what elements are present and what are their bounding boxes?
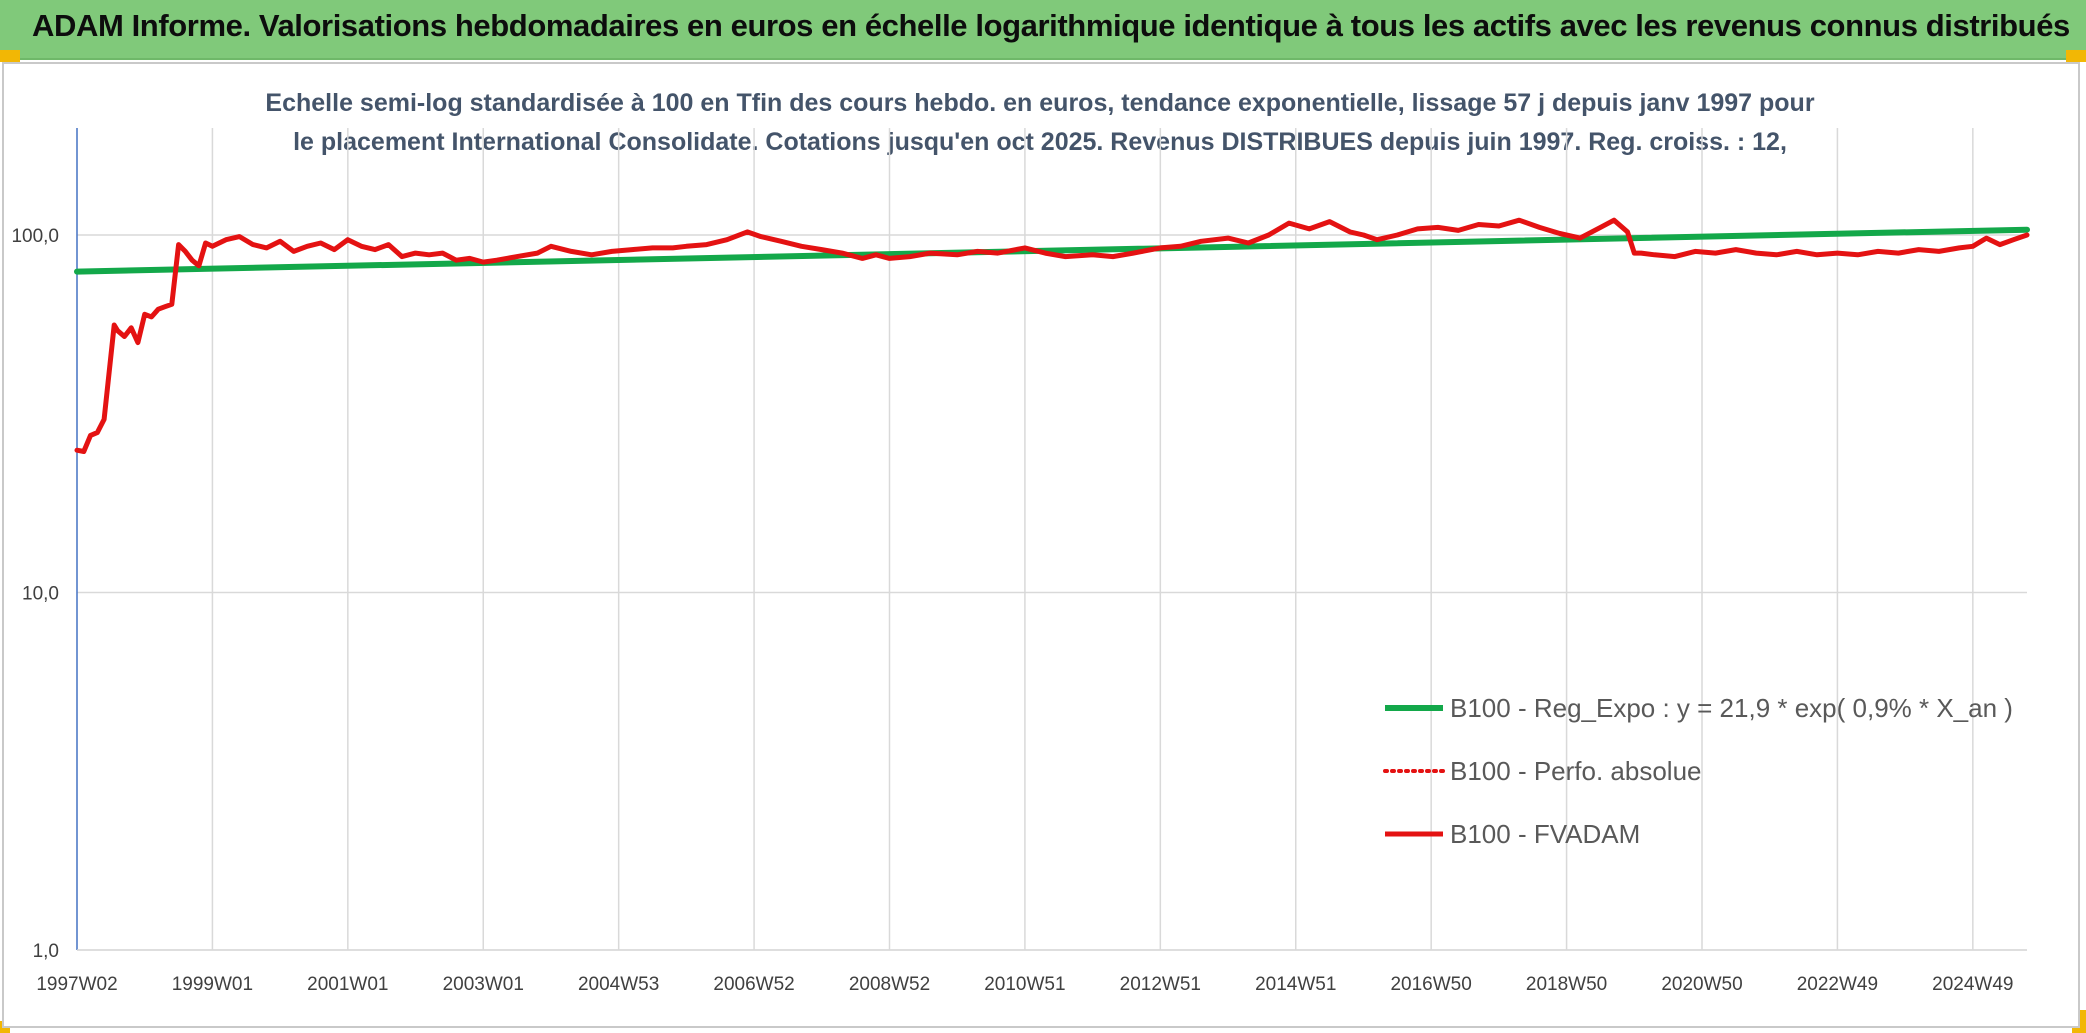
x-tick-label: 2012W51	[1120, 974, 1201, 995]
x-tick-label: 2006W52	[713, 974, 794, 995]
x-tick-label: 2010W51	[984, 974, 1065, 995]
x-tick-label: 2024W49	[1932, 974, 2013, 995]
x-tick-label: 2016W50	[1390, 974, 1471, 995]
y-tick-label: 10,0	[22, 584, 59, 605]
report-title: ADAM Informe. Valorisations hebdomadaire…	[32, 8, 2070, 43]
x-tick-label: 2022W49	[1797, 974, 1878, 995]
x-tick-label: 1999W01	[172, 974, 253, 995]
corner-marker-top-left	[0, 50, 20, 62]
legend-label-0: B100 - Reg_Expo : y = 21,9 * exp( 0,9% *…	[1450, 693, 2013, 723]
legend-label-1: B100 - Perfo. absolue	[1450, 756, 1702, 786]
x-tick-label: 2004W53	[578, 974, 659, 995]
y-axis-labels: 1,0 10,0 100,0	[11, 226, 59, 962]
x-tick-label: 2018W50	[1526, 974, 1607, 995]
series-layer	[74, 217, 2030, 454]
x-axis-labels: 1997W02 1999W01 2001W01 2003W01 2004W53 2006W…	[36, 974, 2013, 995]
legend-label-2: B100 - FVADAM	[1450, 819, 1640, 849]
chart-title: Echelle semi-log standardisée à 100 en T…	[265, 89, 1815, 156]
x-tick-label: 2020W50	[1661, 974, 1742, 995]
y-tick-label: 100,0	[11, 226, 59, 247]
x-tick-label: 2001W01	[307, 974, 388, 995]
grid-layer	[76, 128, 2027, 951]
series-line-0	[74, 226, 2030, 275]
x-tick-label: 2003W01	[443, 974, 524, 995]
x-tick-label: 1997W02	[36, 974, 117, 995]
report-header: ADAM Informe. Valorisations hebdomadaire…	[0, 0, 2086, 60]
y-tick-label: 1,0	[33, 941, 59, 962]
legend: B100 - Reg_Expo : y = 21,9 * exp( 0,9% *…	[1383, 693, 2013, 849]
x-tick-label: 2008W52	[849, 974, 930, 995]
corner-marker-top-right	[2066, 50, 2086, 62]
x-tick-label: 2014W51	[1255, 974, 1336, 995]
series-line-2	[74, 217, 2030, 454]
